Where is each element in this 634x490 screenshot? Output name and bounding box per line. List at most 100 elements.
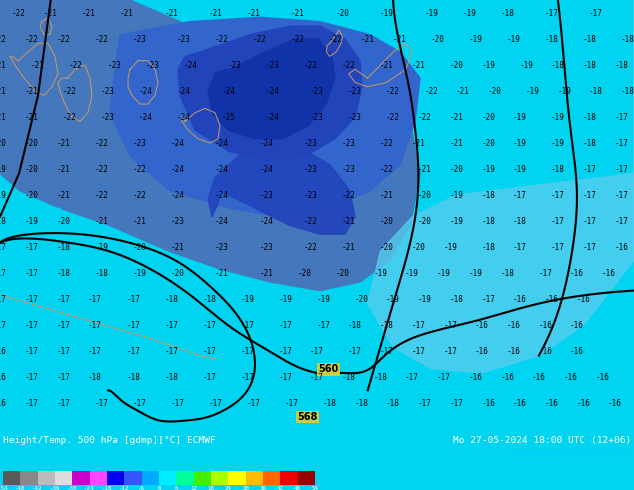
Text: -17: -17 xyxy=(285,399,299,408)
Bar xyxy=(141,471,159,485)
Text: -23: -23 xyxy=(215,243,229,252)
Bar xyxy=(55,471,72,485)
Text: -21: -21 xyxy=(0,61,7,70)
Text: -23: -23 xyxy=(259,243,273,252)
Text: -18: -18 xyxy=(583,113,597,122)
Text: -17: -17 xyxy=(25,399,39,408)
Text: -24: -24 xyxy=(266,87,280,96)
Text: -18: -18 xyxy=(94,269,108,278)
Text: -22: -22 xyxy=(304,61,318,70)
Text: -25: -25 xyxy=(221,113,235,122)
Text: -22: -22 xyxy=(133,191,146,199)
Text: -24: -24 xyxy=(259,165,273,173)
Text: -17: -17 xyxy=(240,347,254,356)
Text: -18: -18 xyxy=(373,373,387,382)
Text: -22: -22 xyxy=(56,34,70,44)
Text: -23: -23 xyxy=(310,113,324,122)
Text: -16: -16 xyxy=(570,347,584,356)
Text: -17: -17 xyxy=(202,321,216,330)
Text: 36: 36 xyxy=(259,486,266,490)
Text: -17: -17 xyxy=(133,399,146,408)
Bar xyxy=(72,471,89,485)
Text: -17: -17 xyxy=(583,243,597,252)
Text: -17: -17 xyxy=(418,399,432,408)
Text: -20: -20 xyxy=(430,34,444,44)
Text: -22: -22 xyxy=(386,87,400,96)
Text: -19: -19 xyxy=(526,87,540,96)
Text: -21: -21 xyxy=(31,61,45,70)
Text: -18: -18 xyxy=(583,139,597,147)
Text: -16: -16 xyxy=(608,399,622,408)
Text: -23: -23 xyxy=(342,139,356,147)
Text: -21: -21 xyxy=(25,87,39,96)
Text: -17: -17 xyxy=(25,373,39,382)
Text: -17: -17 xyxy=(411,321,425,330)
Polygon shape xyxy=(0,312,634,434)
Text: -18: -18 xyxy=(56,269,70,278)
Text: -17: -17 xyxy=(0,321,7,330)
Text: -17: -17 xyxy=(56,347,70,356)
Text: -18: -18 xyxy=(164,373,178,382)
Text: -17: -17 xyxy=(25,243,39,252)
Text: -30: -30 xyxy=(67,486,77,490)
Text: -24: -24 xyxy=(259,139,273,147)
Text: -17: -17 xyxy=(437,373,451,382)
Text: -22: -22 xyxy=(342,61,356,70)
Text: -17: -17 xyxy=(0,269,7,278)
Bar xyxy=(298,471,315,485)
Text: -23: -23 xyxy=(348,87,362,96)
Text: -17: -17 xyxy=(316,321,330,330)
Text: -16: -16 xyxy=(545,399,559,408)
Text: -6: -6 xyxy=(138,486,145,490)
Text: -23: -23 xyxy=(101,87,115,96)
Text: -21: -21 xyxy=(82,8,96,18)
Text: -17: -17 xyxy=(551,191,565,199)
Bar xyxy=(124,471,141,485)
Text: -22: -22 xyxy=(380,165,394,173)
Polygon shape xyxy=(178,26,362,160)
Text: -21: -21 xyxy=(342,217,356,226)
Text: -16: -16 xyxy=(538,347,552,356)
Text: -21: -21 xyxy=(215,269,229,278)
Text: -20: -20 xyxy=(133,243,146,252)
Text: -24: -24 xyxy=(171,139,184,147)
Text: -19: -19 xyxy=(424,8,438,18)
Text: -19: -19 xyxy=(373,269,387,278)
Text: -19: -19 xyxy=(450,191,463,199)
Text: -16: -16 xyxy=(570,321,584,330)
Text: -19: -19 xyxy=(0,165,7,173)
Text: -17: -17 xyxy=(513,243,527,252)
Text: -20: -20 xyxy=(380,243,394,252)
Text: -20: -20 xyxy=(411,243,425,252)
Text: -17: -17 xyxy=(481,294,495,304)
Text: -19: -19 xyxy=(469,34,482,44)
Text: -21: -21 xyxy=(25,113,39,122)
Text: Mo 27-05-2024 18:00 UTC (12+06): Mo 27-05-2024 18:00 UTC (12+06) xyxy=(453,436,631,444)
Bar xyxy=(20,471,37,485)
Bar xyxy=(37,471,55,485)
Text: -17: -17 xyxy=(126,347,140,356)
Text: -17: -17 xyxy=(614,217,628,226)
Text: -22: -22 xyxy=(386,113,400,122)
Text: -21: -21 xyxy=(120,8,134,18)
Text: -17: -17 xyxy=(310,373,324,382)
Bar xyxy=(193,471,211,485)
Text: -17: -17 xyxy=(247,399,261,408)
Text: -21: -21 xyxy=(44,8,58,18)
Bar xyxy=(211,471,228,485)
Text: -17: -17 xyxy=(56,373,70,382)
Text: -22: -22 xyxy=(424,87,438,96)
Text: -17: -17 xyxy=(583,165,597,173)
Text: -16: -16 xyxy=(576,294,590,304)
Text: -21: -21 xyxy=(418,165,432,173)
Text: -16: -16 xyxy=(595,373,609,382)
Bar xyxy=(245,471,263,485)
Bar xyxy=(228,471,245,485)
Text: -17: -17 xyxy=(380,347,394,356)
Text: -19: -19 xyxy=(240,294,254,304)
Text: -18: -18 xyxy=(545,34,559,44)
Text: -21: -21 xyxy=(171,243,184,252)
Text: -17: -17 xyxy=(25,321,39,330)
Text: -23: -23 xyxy=(171,217,184,226)
Text: -17: -17 xyxy=(88,321,102,330)
